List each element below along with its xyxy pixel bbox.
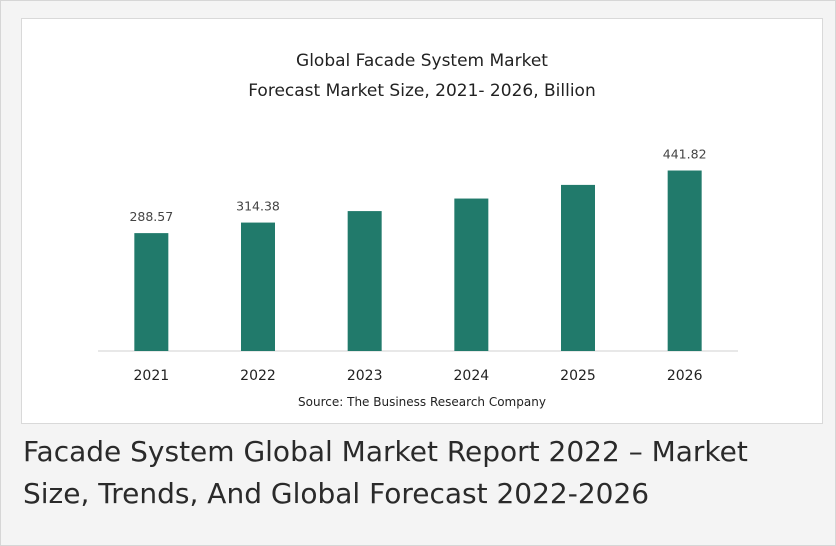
chart-container: Global Facade System Market Forecast Mar… bbox=[21, 18, 823, 424]
data-label-2022: 314.38 bbox=[236, 199, 280, 214]
x-tick-label-2023: 2023 bbox=[347, 368, 383, 384]
bar-2023 bbox=[347, 211, 382, 351]
bar-2021 bbox=[134, 233, 169, 351]
bar-2025 bbox=[561, 184, 595, 351]
x-tick-label-2026: 2026 bbox=[667, 368, 703, 384]
x-tick-label-2021: 2021 bbox=[134, 368, 170, 384]
article-title[interactable]: Facade System Global Market Report 2022 … bbox=[23, 435, 748, 510]
x-tick-label-2022: 2022 bbox=[240, 368, 276, 384]
data-label-2021: 288.57 bbox=[129, 209, 173, 224]
data-label-2026: 441.82 bbox=[663, 147, 707, 162]
chart-source: Source: The Business Research Company bbox=[298, 395, 546, 409]
chart-title: Global Facade System Market bbox=[296, 51, 548, 71]
bar-2022 bbox=[241, 222, 275, 351]
bar-2024 bbox=[454, 198, 489, 351]
x-tick-label-2025: 2025 bbox=[560, 368, 596, 384]
x-tick-label-2024: 2024 bbox=[454, 368, 490, 384]
bar-chart: 288.57 2021 314.38 2022 2023 2024 2025 441.82 20… bbox=[98, 147, 738, 384]
bar-2026 bbox=[667, 170, 702, 351]
chart-subtitle: Forecast Market Size, 2021- 2026, Billio… bbox=[248, 81, 596, 101]
